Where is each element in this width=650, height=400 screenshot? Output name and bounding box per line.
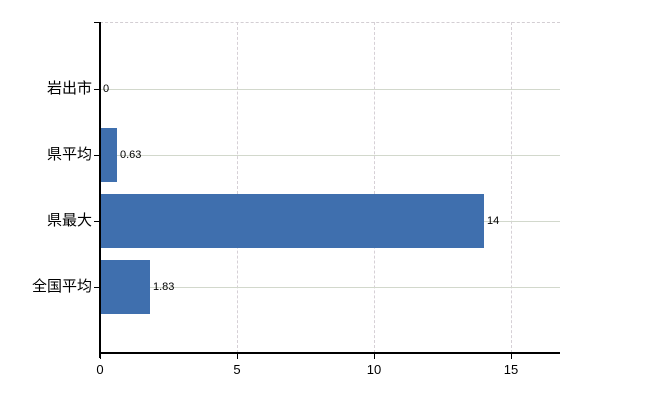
x-axis-tick [100, 354, 101, 359]
y-axis-tick [94, 287, 100, 288]
x-tick-label: 5 [233, 362, 241, 377]
vertical-gridline [237, 22, 238, 353]
y-axis [99, 22, 101, 358]
x-tick-label: 15 [503, 362, 519, 377]
bar [100, 194, 484, 248]
value-label: 0.63 [120, 149, 142, 161]
plot-top-border [100, 22, 560, 23]
horizontal-gridline [100, 287, 560, 288]
horizontal-gridline [100, 155, 560, 156]
y-axis-tick [94, 155, 100, 156]
category-label: 県最大 [46, 212, 92, 229]
vertical-gridline [511, 22, 512, 353]
value-label: 14 [487, 215, 500, 227]
bar [100, 128, 117, 182]
value-label: 0 [103, 83, 110, 95]
horizontal-gridline [100, 89, 560, 90]
vertical-gridline [374, 22, 375, 353]
x-axis [100, 352, 560, 354]
category-label: 岩出市 [46, 80, 92, 97]
category-label: 全国平均 [31, 278, 92, 295]
y-axis-tick [94, 89, 100, 90]
x-axis-tick [511, 354, 512, 359]
x-axis-tick [237, 354, 238, 359]
x-axis-tick [374, 354, 375, 359]
x-tick-label: 0 [96, 362, 104, 377]
x-tick-label: 10 [366, 362, 382, 377]
y-axis-top-tick [94, 22, 100, 23]
y-axis-tick [94, 221, 100, 222]
bar [100, 260, 150, 314]
value-label: 1.83 [153, 281, 175, 293]
category-label: 県平均 [46, 146, 92, 163]
plot-area [100, 22, 560, 353]
